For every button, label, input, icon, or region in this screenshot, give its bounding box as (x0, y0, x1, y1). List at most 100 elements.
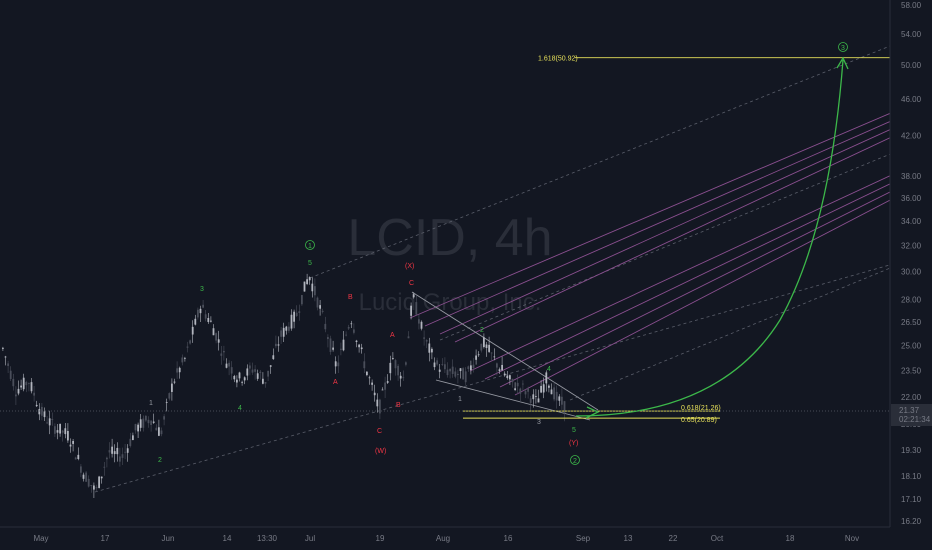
wave-3-left: 3 (200, 286, 204, 293)
candle-body (64, 428, 67, 435)
candle-body (264, 382, 267, 384)
wave-3-right: 3 (537, 419, 541, 426)
candle-body (410, 305, 412, 316)
projected-wave-3-path (575, 59, 844, 417)
candle-body (228, 362, 230, 367)
candle-body (202, 304, 204, 308)
price-tick: 16.20 (901, 517, 922, 526)
candle-body (277, 344, 280, 346)
wave-circle-2: 2 (573, 458, 577, 465)
candle-body (392, 358, 394, 360)
candle-body (319, 305, 321, 309)
candle-body (215, 333, 217, 341)
candle-body (43, 411, 46, 418)
wave-a-mid: A (390, 332, 395, 339)
candle-body (7, 363, 9, 366)
candle-body (61, 430, 64, 433)
time-tick: 19 (376, 534, 385, 543)
candle-body (173, 381, 176, 383)
candle-body (475, 355, 477, 360)
candle-body (360, 347, 363, 350)
candle-body (537, 398, 540, 403)
candle-body (337, 362, 340, 367)
candle-body (194, 318, 197, 325)
candle-body (100, 476, 103, 479)
candle-body (506, 375, 509, 379)
candle-body (431, 348, 433, 353)
candle-body (353, 329, 355, 333)
candle-body (563, 401, 566, 413)
candle-body (90, 485, 93, 486)
last-price: 21.37 (899, 406, 920, 415)
candle-body (210, 320, 212, 322)
candle-body (420, 321, 423, 329)
candle-body (436, 360, 438, 365)
wave-5-left: 5 (308, 260, 312, 267)
candle-body (197, 309, 199, 318)
candle-body (212, 328, 215, 336)
candle-body (293, 311, 295, 322)
candle-body (441, 364, 444, 365)
candle-body (415, 302, 418, 315)
candle-body (233, 375, 236, 380)
candle-body (236, 379, 238, 383)
candle-body (17, 388, 20, 394)
time-axis[interactable]: May 17 Jun 14 13:30 Jul 19 Aug 16 Sep 13 22 Oct 18 Nov (33, 534, 859, 543)
candle-body (522, 383, 524, 385)
candle-body (555, 391, 558, 401)
candle-body (33, 392, 35, 396)
candle-body (9, 370, 12, 379)
time-tick: Jul (305, 534, 315, 543)
candle-body (82, 474, 85, 479)
price-tick: 36.00 (901, 194, 922, 203)
candle-body (178, 367, 181, 373)
time-tick: 22 (669, 534, 678, 543)
candle-body (168, 393, 171, 399)
fib-label: 0.65(20.89) (681, 417, 717, 424)
candle-body (103, 466, 106, 468)
candle-body (51, 419, 54, 420)
candle-body (126, 448, 129, 453)
candle-body (550, 389, 553, 395)
candle-body (20, 385, 22, 388)
candle-body (347, 326, 350, 329)
price-tick: 18.10 (901, 472, 922, 481)
candle-body (389, 362, 392, 374)
candle-body (93, 485, 95, 490)
candle-body (425, 340, 428, 342)
time-tick: 14 (223, 534, 232, 543)
wave-4-left: 4 (238, 405, 242, 412)
candle-body (184, 357, 186, 359)
candle-body (438, 369, 441, 372)
candle-body (67, 430, 69, 441)
time-tick: 16 (504, 534, 513, 543)
candle-body (25, 382, 28, 386)
candle-body (493, 356, 496, 358)
price-tick: 17.10 (901, 495, 922, 504)
price-tick: 38.00 (901, 172, 922, 181)
fib-label: 0.618(21.26) (681, 405, 721, 412)
candle-body (171, 383, 173, 392)
candle-body (176, 368, 178, 373)
candle-body (527, 387, 529, 392)
candle-body (446, 369, 449, 376)
candle-body (311, 283, 314, 292)
candle-body (444, 364, 446, 370)
candle-body (386, 381, 389, 383)
time-tick: Nov (845, 534, 859, 543)
wave-1-circle (305, 240, 315, 250)
candle-body (399, 375, 402, 379)
candle-body (191, 326, 194, 335)
candle-body (381, 389, 384, 391)
wave-y: (Y) (569, 440, 578, 447)
candle-body (470, 365, 472, 371)
price-tick: 34.00 (901, 217, 922, 226)
candle-body (238, 372, 241, 379)
price-tick: 25.00 (901, 341, 922, 350)
time-tick: 13:30 (257, 534, 278, 543)
wave-2-right: 2 (480, 327, 484, 334)
candle-body (150, 420, 152, 425)
candle-body (113, 451, 116, 455)
candle-body (371, 382, 373, 385)
